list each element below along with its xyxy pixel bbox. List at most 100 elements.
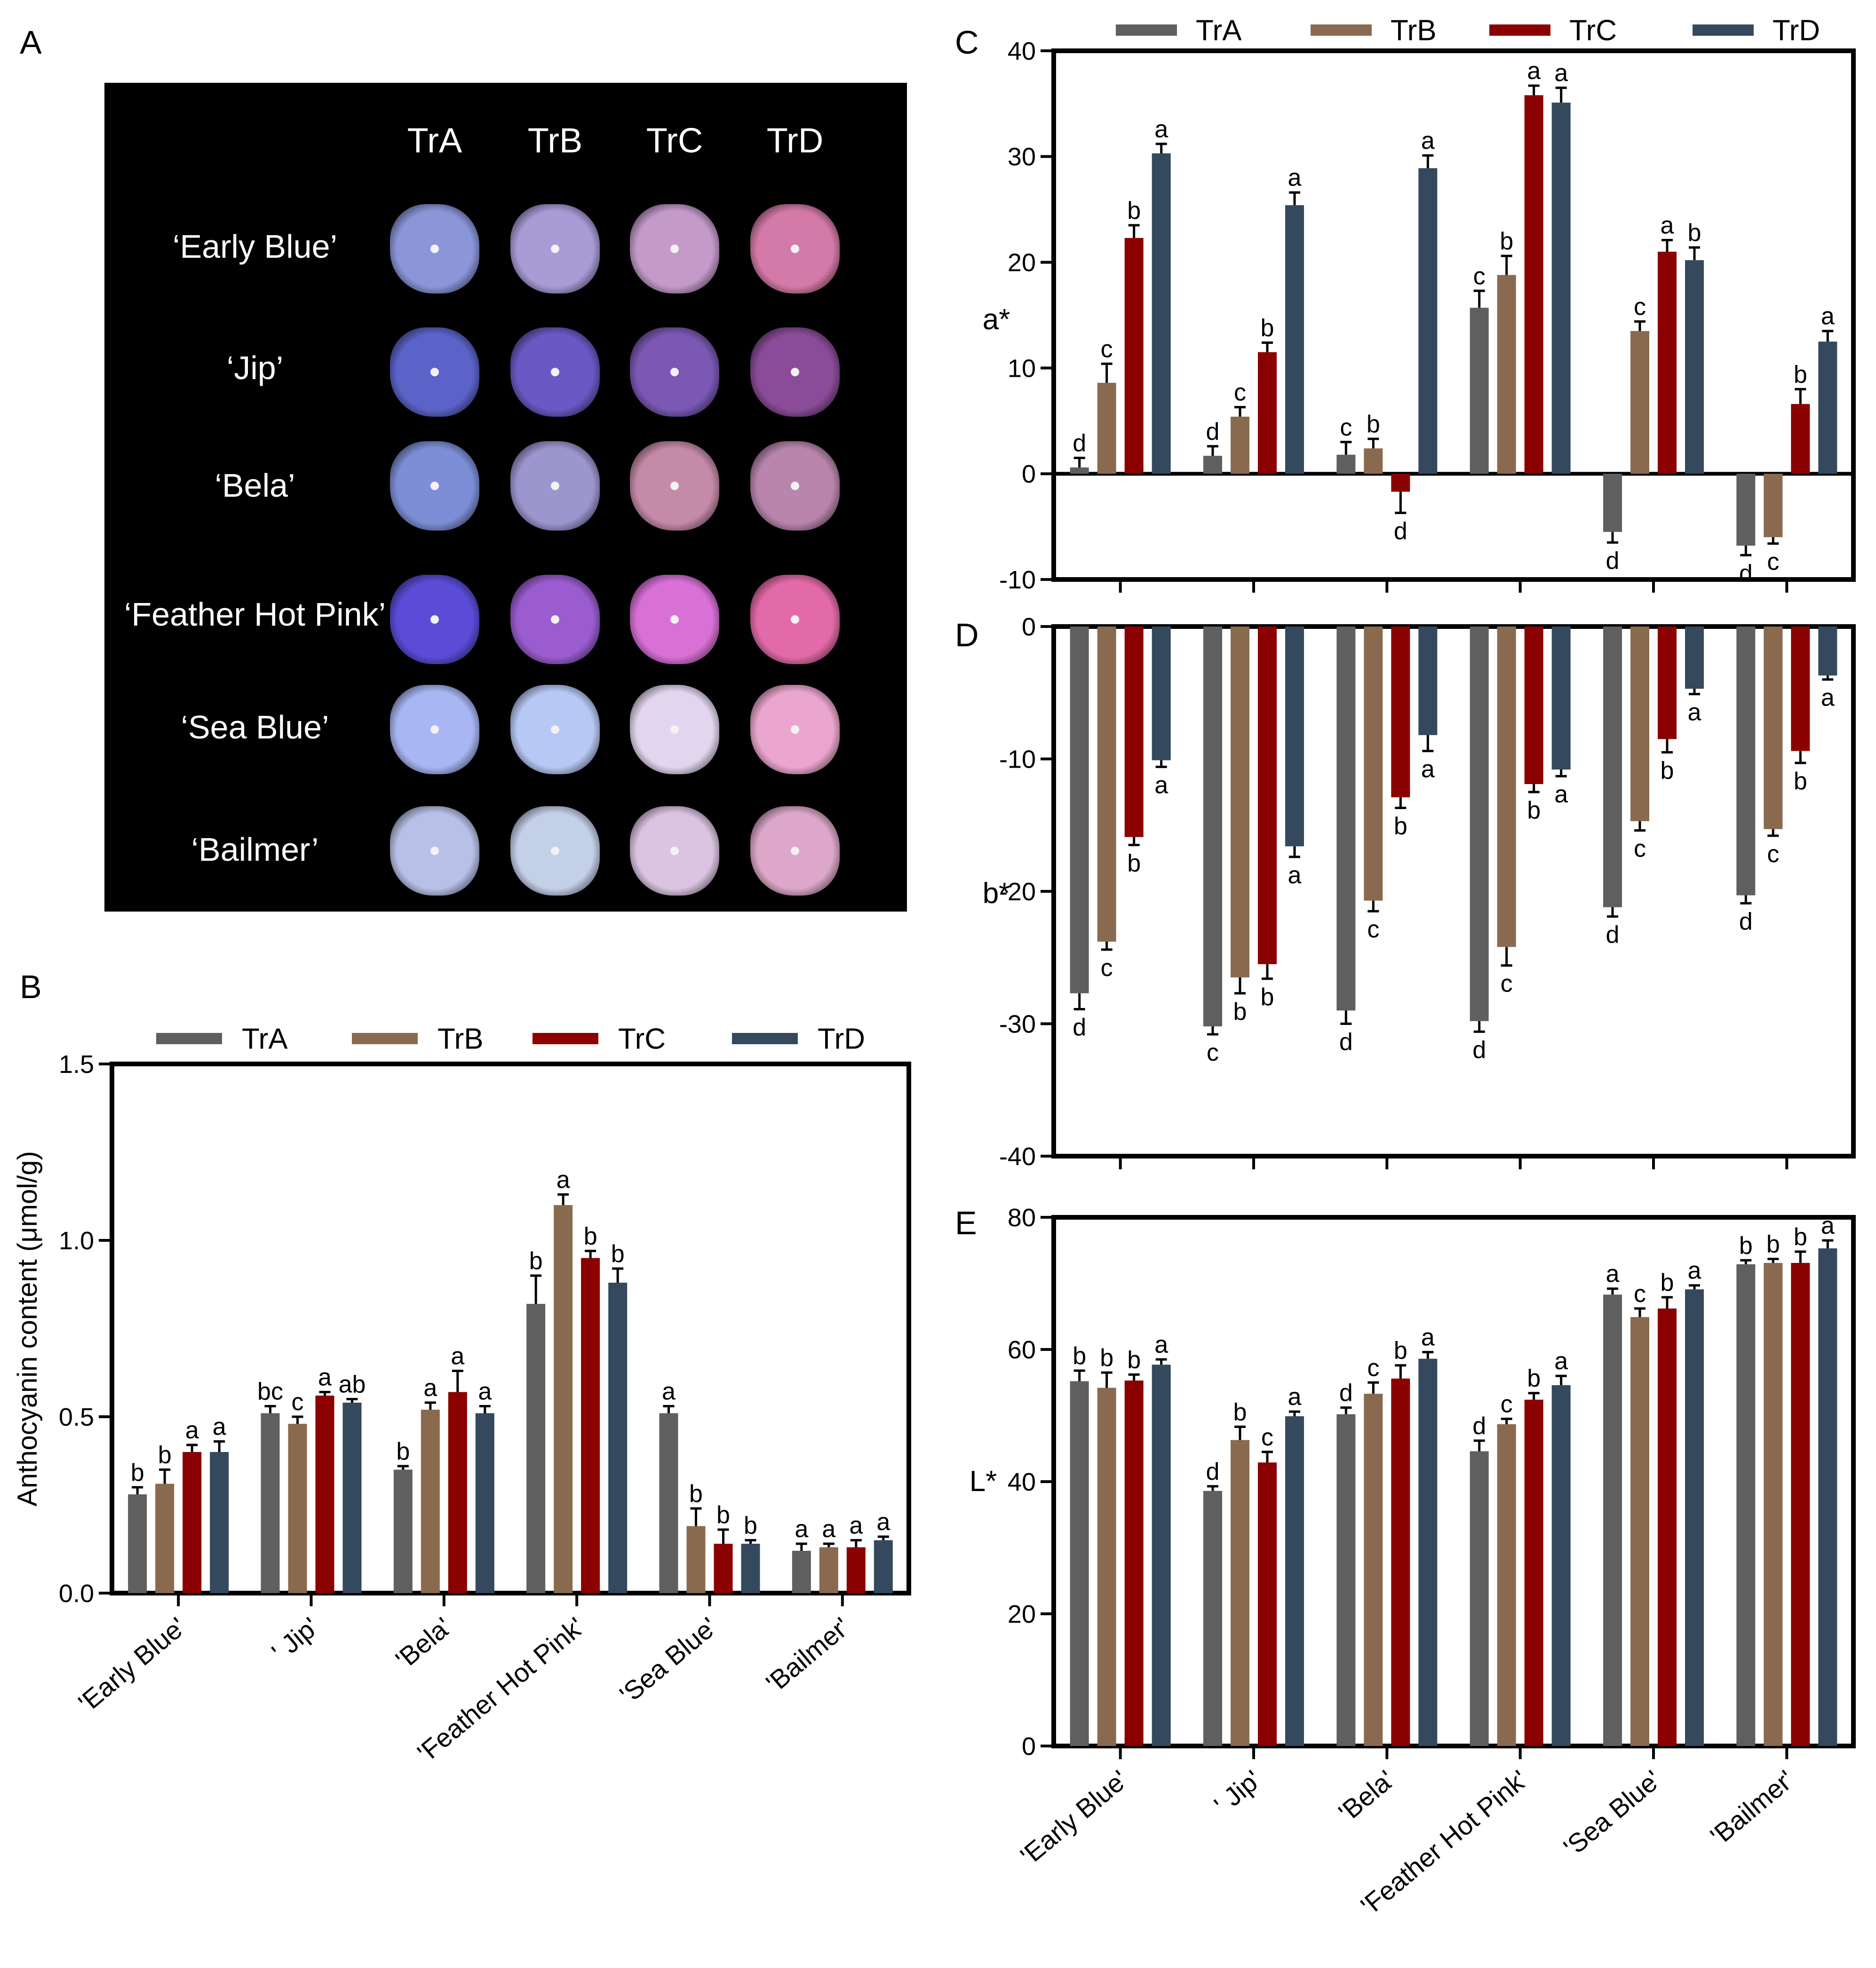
bar-trb-bailmer xyxy=(1764,627,1783,829)
legend-label-tra: TrA xyxy=(1196,15,1242,47)
flower-photo xyxy=(750,575,840,664)
y-tick-label: 20 xyxy=(1008,249,1036,277)
significance-letter: b xyxy=(1661,1269,1674,1296)
bar-trb-jip xyxy=(1231,627,1249,977)
bar-trb-sea-blue xyxy=(1630,627,1649,821)
bar-trc-sea-blue xyxy=(1658,252,1677,474)
bar-trd-jip xyxy=(1285,205,1304,474)
flower-photo xyxy=(390,685,479,774)
flower-photo xyxy=(630,204,719,294)
significance-letter: b xyxy=(1261,984,1274,1011)
bar-tra-bela xyxy=(1336,1414,1356,1746)
flower-photo xyxy=(510,685,600,774)
significance-letter: b xyxy=(1127,849,1141,877)
x-tick-label: 'Bela' xyxy=(1333,1764,1400,1827)
bar-trd-bela xyxy=(1418,168,1438,474)
legend-swatch-tra xyxy=(1116,24,1177,36)
significance-letter: a xyxy=(1421,127,1435,155)
bar-trb-early-blue xyxy=(1097,1388,1116,1746)
flower-photo xyxy=(390,204,479,294)
bar-trb-jip xyxy=(1231,1440,1249,1746)
significance-letter: a xyxy=(1421,756,1435,783)
significance-letter: b xyxy=(1661,757,1674,784)
y-tick-label: 0 xyxy=(1022,613,1036,641)
bar-trc-early-blue xyxy=(1124,627,1144,837)
flower-photo xyxy=(630,575,719,664)
y-tick-label: 30 xyxy=(1008,143,1036,171)
legend-label-trc: TrC xyxy=(1569,15,1617,47)
bar-trd-early-blue xyxy=(1152,1365,1171,1746)
panel-letter-a: A xyxy=(20,24,42,61)
significance-letter: b xyxy=(1394,813,1407,840)
x-tick-label: 'Early Blue' xyxy=(1015,1764,1133,1871)
bar-trd-feather-hot-pink xyxy=(608,1283,628,1593)
panel-letter-e: E xyxy=(955,1205,977,1241)
flower-photo-panel: TrA TrB TrC TrD ‘Early Blue’ ‘Jip’ ‘Bela… xyxy=(104,83,907,912)
y-tick-label: 1.0 xyxy=(59,1227,94,1255)
bar-tra-early-blue xyxy=(128,1494,147,1593)
significance-letter: d xyxy=(1739,560,1753,587)
bar-tra-bailmer xyxy=(1736,627,1756,896)
bar-tra-feather-hot-pink xyxy=(526,1304,546,1593)
significance-letter: a xyxy=(478,1378,492,1405)
y-tick-label: 10 xyxy=(1008,354,1036,382)
significance-letter: b xyxy=(1688,219,1701,246)
significance-letter: c xyxy=(1634,1280,1646,1308)
significance-letter: a xyxy=(795,1516,808,1543)
significance-letter: a xyxy=(822,1516,835,1543)
y-tick-label: -10 xyxy=(999,566,1036,594)
bar-trb-feather-hot-pink xyxy=(554,1205,573,1593)
significance-letter: b xyxy=(1527,1365,1541,1392)
y-tick-label: 20 xyxy=(1008,1600,1036,1628)
y-tick-label: -40 xyxy=(999,1143,1036,1171)
legend-swatch-trc xyxy=(533,1033,598,1044)
legend-label-trc: TrC xyxy=(618,1023,666,1055)
y-tick-label: -30 xyxy=(999,1010,1036,1038)
y-tick-label: 80 xyxy=(1008,1204,1036,1232)
flower-photo xyxy=(390,806,479,896)
significance-letter: d xyxy=(1073,429,1086,457)
significance-letter: a xyxy=(318,1364,332,1391)
cultivar-label-sea-blue: ‘Sea Blue’ xyxy=(181,709,329,746)
bar-trb-feather-hot-pink xyxy=(1497,275,1516,474)
plot-frame xyxy=(110,1062,911,1595)
legend-swatch-trc xyxy=(1489,24,1550,36)
x-tick-label: 'Sea Blue' xyxy=(1558,1764,1667,1862)
panel-letter-d: D xyxy=(955,617,979,653)
significance-letter: a xyxy=(1421,1324,1435,1351)
bar-trd-sea-blue xyxy=(741,1544,760,1593)
significance-letter: a xyxy=(185,1417,199,1444)
significance-letter: a xyxy=(1288,164,1302,191)
y-tick-label: 1.5 xyxy=(59,1050,94,1079)
significance-letter: c xyxy=(1101,335,1113,363)
bar-trc-bela xyxy=(1391,1378,1410,1746)
significance-letter: bc xyxy=(257,1378,283,1405)
photo-header-trb: TrB xyxy=(527,121,583,160)
bar-trb-early-blue xyxy=(1097,627,1116,942)
bar-trb-bela xyxy=(1364,627,1383,901)
significance-letter: a xyxy=(1821,303,1835,330)
flower-photo xyxy=(510,441,600,531)
significance-letter: a xyxy=(1688,699,1701,726)
legend-swatch-trb xyxy=(352,1033,418,1044)
bar-tra-sea-blue xyxy=(659,1413,678,1593)
bar-trc-jip xyxy=(1258,1462,1277,1746)
significance-letter: a xyxy=(451,1343,464,1370)
bar-trd-sea-blue xyxy=(1685,1289,1704,1746)
significance-letter: a xyxy=(1661,212,1674,239)
legend-label-trb: TrB xyxy=(437,1023,484,1055)
bar-trd-bailmer xyxy=(1818,1248,1837,1746)
flower-photo xyxy=(390,441,479,531)
bar-trc-feather-hot-pink xyxy=(581,1258,600,1593)
y-tick-label: 0 xyxy=(1022,1732,1036,1761)
bar-tra-bela xyxy=(1336,627,1356,1011)
y-tick-label: 0.0 xyxy=(59,1579,94,1608)
bar-trd-early-blue xyxy=(1152,627,1171,761)
significance-letter: a xyxy=(1154,116,1168,143)
bar-trd-sea-blue xyxy=(1685,627,1704,689)
bar-tra-early-blue xyxy=(1070,627,1089,993)
bar-tra-feather-hot-pink xyxy=(1470,627,1489,1021)
significance-letter: a xyxy=(1154,1331,1168,1358)
bar-trd-jip xyxy=(1285,627,1304,847)
